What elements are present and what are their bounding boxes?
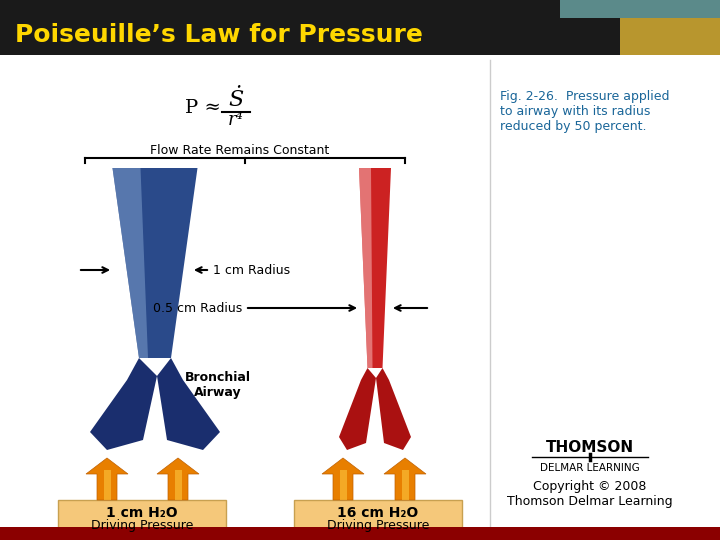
Text: r⁴: r⁴ <box>228 111 244 129</box>
Polygon shape <box>340 470 346 500</box>
Text: Ṡ: Ṡ <box>228 89 243 111</box>
Text: 0.5 cm Radius: 0.5 cm Radius <box>153 301 242 314</box>
Polygon shape <box>174 470 181 500</box>
Text: Driving Pressure: Driving Pressure <box>327 519 429 532</box>
Polygon shape <box>402 470 408 500</box>
Text: Poiseuille’s Law for Pressure: Poiseuille’s Law for Pressure <box>15 23 423 47</box>
Text: Driving Pressure: Driving Pressure <box>91 519 193 532</box>
Polygon shape <box>86 458 128 500</box>
Polygon shape <box>90 358 157 450</box>
Text: P ≈: P ≈ <box>185 99 221 117</box>
Text: 1 cm H₂O: 1 cm H₂O <box>106 505 178 519</box>
FancyBboxPatch shape <box>0 55 720 527</box>
Text: THOMSON: THOMSON <box>546 441 634 456</box>
Polygon shape <box>339 368 376 450</box>
Polygon shape <box>376 368 411 450</box>
FancyBboxPatch shape <box>560 0 720 18</box>
FancyBboxPatch shape <box>294 500 462 536</box>
Polygon shape <box>359 168 391 368</box>
Text: Fig. 2-26.  Pressure applied
to airway with its radius
reduced by 50 percent.: Fig. 2-26. Pressure applied to airway wi… <box>500 90 670 133</box>
Text: Bronchial
Airway: Bronchial Airway <box>185 371 251 399</box>
FancyBboxPatch shape <box>620 18 720 55</box>
Polygon shape <box>112 168 197 358</box>
Polygon shape <box>157 358 220 450</box>
Polygon shape <box>157 458 199 500</box>
FancyBboxPatch shape <box>0 527 720 540</box>
Text: DELMAR LEARNING: DELMAR LEARNING <box>540 463 640 473</box>
Polygon shape <box>112 168 148 358</box>
Polygon shape <box>359 168 372 368</box>
Text: 1 cm Radius: 1 cm Radius <box>213 264 290 276</box>
Text: Flow Rate Remains Constant: Flow Rate Remains Constant <box>150 144 330 157</box>
Polygon shape <box>384 458 426 500</box>
Text: Copyright © 2008
Thomson Delmar Learning: Copyright © 2008 Thomson Delmar Learning <box>507 480 672 508</box>
FancyBboxPatch shape <box>58 500 226 536</box>
FancyBboxPatch shape <box>0 0 720 55</box>
Text: 16 cm H₂O: 16 cm H₂O <box>338 505 418 519</box>
Polygon shape <box>322 458 364 500</box>
Polygon shape <box>104 470 110 500</box>
